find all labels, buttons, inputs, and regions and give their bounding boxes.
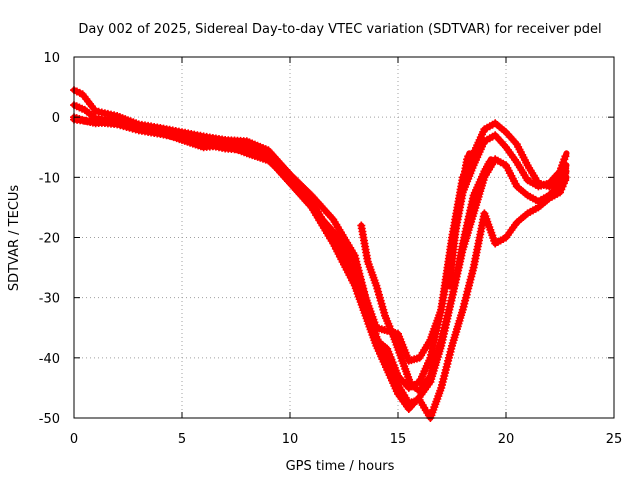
- x-tick-label: 20: [498, 432, 515, 447]
- series-track-5: [357, 156, 494, 395]
- x-tick-label: 0: [70, 432, 78, 447]
- data-layer: [70, 86, 570, 422]
- y-tick-label: -50: [39, 412, 60, 427]
- y-tick-label: -10: [39, 171, 60, 186]
- series-track-6: [445, 150, 473, 290]
- series-line: [71, 102, 570, 391]
- series-track-4: [70, 115, 570, 422]
- series-markers: [357, 157, 494, 395]
- x-axis-label: GPS time / hours: [286, 459, 395, 474]
- x-tick-label: 10: [282, 432, 299, 447]
- y-tick-label: -30: [39, 292, 60, 307]
- series-track-3: [70, 113, 570, 413]
- y-tick-label: 10: [43, 51, 60, 66]
- y-tick-label: 0: [52, 111, 60, 126]
- y-tick-label: -20: [39, 232, 60, 247]
- chart-title: Day 002 of 2025, Sidereal Day-to-day VTE…: [78, 22, 601, 37]
- x-tick-label: 15: [390, 432, 407, 447]
- x-tick-label: 25: [606, 432, 623, 447]
- x-tick-label: 5: [178, 432, 186, 447]
- series-markers: [70, 113, 570, 413]
- series-markers: [445, 152, 473, 290]
- y-tick-label: -40: [39, 352, 60, 367]
- y-axis-label: SDTVAR / TECUs: [7, 185, 22, 292]
- tick-layer: 0 5 10 15 20 25 -50 -40 -30 -20 -10 0 10: [39, 51, 623, 447]
